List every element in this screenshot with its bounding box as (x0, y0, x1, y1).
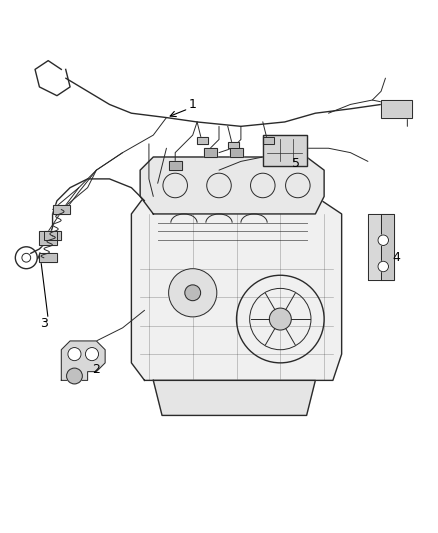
Circle shape (269, 308, 291, 330)
Bar (44, 231, 61, 240)
Bar (39, 253, 57, 262)
Bar (169, 161, 182, 170)
Bar (381, 100, 412, 118)
Circle shape (67, 368, 82, 384)
Circle shape (185, 285, 201, 301)
Text: 5: 5 (292, 157, 300, 170)
Circle shape (68, 348, 81, 361)
Polygon shape (61, 341, 105, 381)
Circle shape (85, 348, 99, 361)
Bar (263, 138, 274, 144)
Bar (53, 205, 70, 214)
Text: 3: 3 (40, 317, 48, 330)
Polygon shape (140, 157, 324, 214)
Bar (228, 142, 239, 148)
Bar (169, 161, 182, 170)
Polygon shape (153, 381, 315, 415)
Bar (197, 138, 208, 144)
Text: 1: 1 (189, 98, 197, 111)
Bar (204, 148, 217, 157)
Circle shape (378, 261, 389, 272)
Circle shape (378, 235, 389, 246)
Bar (230, 148, 243, 157)
Bar (381, 100, 412, 118)
Bar (263, 138, 274, 144)
Bar (53, 205, 70, 214)
Bar (204, 148, 217, 157)
Bar (230, 148, 243, 157)
Polygon shape (368, 214, 381, 280)
Bar (39, 231, 57, 245)
Bar (263, 135, 307, 166)
Text: 2: 2 (92, 363, 100, 376)
Bar (228, 142, 239, 148)
Text: 4: 4 (392, 251, 400, 264)
Bar (39, 231, 57, 245)
Polygon shape (131, 197, 342, 381)
Bar (39, 253, 57, 262)
Polygon shape (381, 214, 394, 280)
Bar (263, 135, 307, 166)
Bar (197, 138, 208, 144)
Bar (44, 231, 61, 240)
Circle shape (169, 269, 217, 317)
